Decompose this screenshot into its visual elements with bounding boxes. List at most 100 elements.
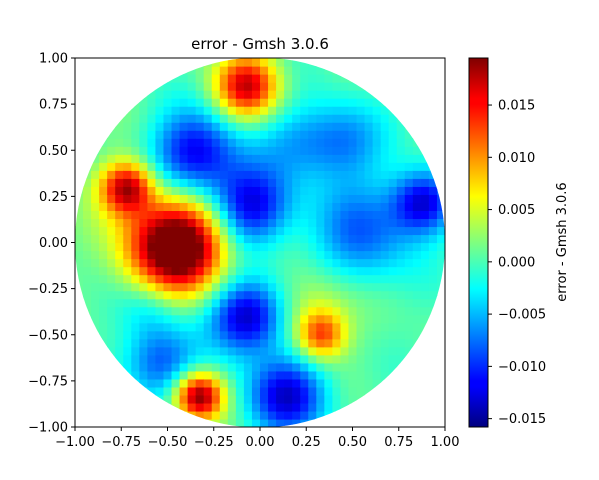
field-cell <box>155 234 165 244</box>
field-cell <box>396 362 406 372</box>
field-cell <box>396 226 406 236</box>
field-cell <box>75 258 84 268</box>
field-cell <box>404 162 414 171</box>
field-cell <box>163 362 173 372</box>
field-cell <box>404 346 414 356</box>
field-cell <box>187 194 197 203</box>
field-cell <box>396 250 406 260</box>
field-cell <box>171 154 181 163</box>
field-cell <box>412 290 422 300</box>
field-cell <box>372 106 382 115</box>
field-cell <box>139 322 148 332</box>
field-cell <box>195 146 205 155</box>
field-cell <box>308 58 317 67</box>
field-cell <box>276 170 285 179</box>
field-cell <box>388 106 398 115</box>
field-cell <box>99 346 108 356</box>
field-cell <box>324 242 333 252</box>
field-cell <box>284 362 293 372</box>
field-cell <box>388 298 398 308</box>
field-cell <box>332 202 342 212</box>
field-cell <box>219 130 229 139</box>
field-cell <box>195 266 205 276</box>
field-cell <box>308 250 317 260</box>
field-cell <box>251 354 261 364</box>
field-cell <box>195 314 205 324</box>
field-cell <box>179 210 189 220</box>
field-cell <box>292 282 301 292</box>
field-cell <box>211 66 221 75</box>
field-cell <box>316 98 325 107</box>
field-cell <box>115 170 124 179</box>
field-cell <box>340 98 350 107</box>
field-cell <box>380 186 390 195</box>
field-cell <box>388 218 398 228</box>
field-cell <box>211 418 221 428</box>
field-cell <box>107 210 116 220</box>
field-cell <box>292 130 301 139</box>
field-cell <box>348 290 358 300</box>
field-cell <box>123 282 132 292</box>
field-cell <box>91 314 100 324</box>
field-cell <box>83 250 92 260</box>
field-cell <box>372 170 382 179</box>
field-cell <box>243 210 253 220</box>
field-cell <box>227 322 237 332</box>
field-cell <box>316 194 325 203</box>
field-cell <box>187 146 197 155</box>
field-cell <box>99 266 108 276</box>
field-cell <box>268 330 277 340</box>
field-cell <box>235 154 245 163</box>
field-cell <box>235 306 245 316</box>
field-cell <box>340 162 350 171</box>
field-cell <box>203 210 213 220</box>
field-cell <box>380 242 390 252</box>
field-cell <box>404 314 414 324</box>
field-cell <box>364 242 374 252</box>
field-cell <box>155 378 165 388</box>
field-cell <box>268 354 277 364</box>
field-cell <box>348 242 358 252</box>
field-cell <box>195 162 205 171</box>
field-cell <box>243 298 253 308</box>
field-cell <box>276 202 285 212</box>
field-cell <box>324 378 333 388</box>
field-cell <box>155 138 165 147</box>
field-cell <box>83 274 92 284</box>
field-cell <box>139 298 148 308</box>
field-cell <box>412 154 422 163</box>
field-cell <box>251 322 261 332</box>
field-cell <box>219 66 229 75</box>
field-cell <box>83 266 92 276</box>
field-cell <box>372 162 382 171</box>
field-cell <box>107 234 116 244</box>
field-cell <box>348 146 358 155</box>
field-cell <box>292 306 301 316</box>
field-cell <box>420 274 430 284</box>
field-cell <box>420 250 430 260</box>
field-cell <box>260 410 269 420</box>
field-cell <box>91 266 100 276</box>
field-cell <box>243 194 253 203</box>
field-cell <box>163 154 173 163</box>
field-cell <box>300 186 309 195</box>
field-cell <box>292 290 301 300</box>
field-cell <box>99 210 108 220</box>
field-cell <box>99 258 108 268</box>
field-cell <box>179 378 189 388</box>
field-cell <box>268 130 277 139</box>
field-cell <box>179 250 189 260</box>
field-cell <box>316 322 325 332</box>
field-cell <box>340 274 350 284</box>
field-cell <box>324 250 333 260</box>
field-cell <box>436 226 445 236</box>
field-cell <box>308 130 317 139</box>
field-cell <box>420 242 430 252</box>
field-cell <box>219 362 229 372</box>
field-cell <box>179 194 189 203</box>
field-cell <box>163 266 173 276</box>
field-cell <box>348 170 358 179</box>
field-cell <box>203 90 213 99</box>
field-cell <box>316 338 325 348</box>
field-cell <box>171 322 181 332</box>
